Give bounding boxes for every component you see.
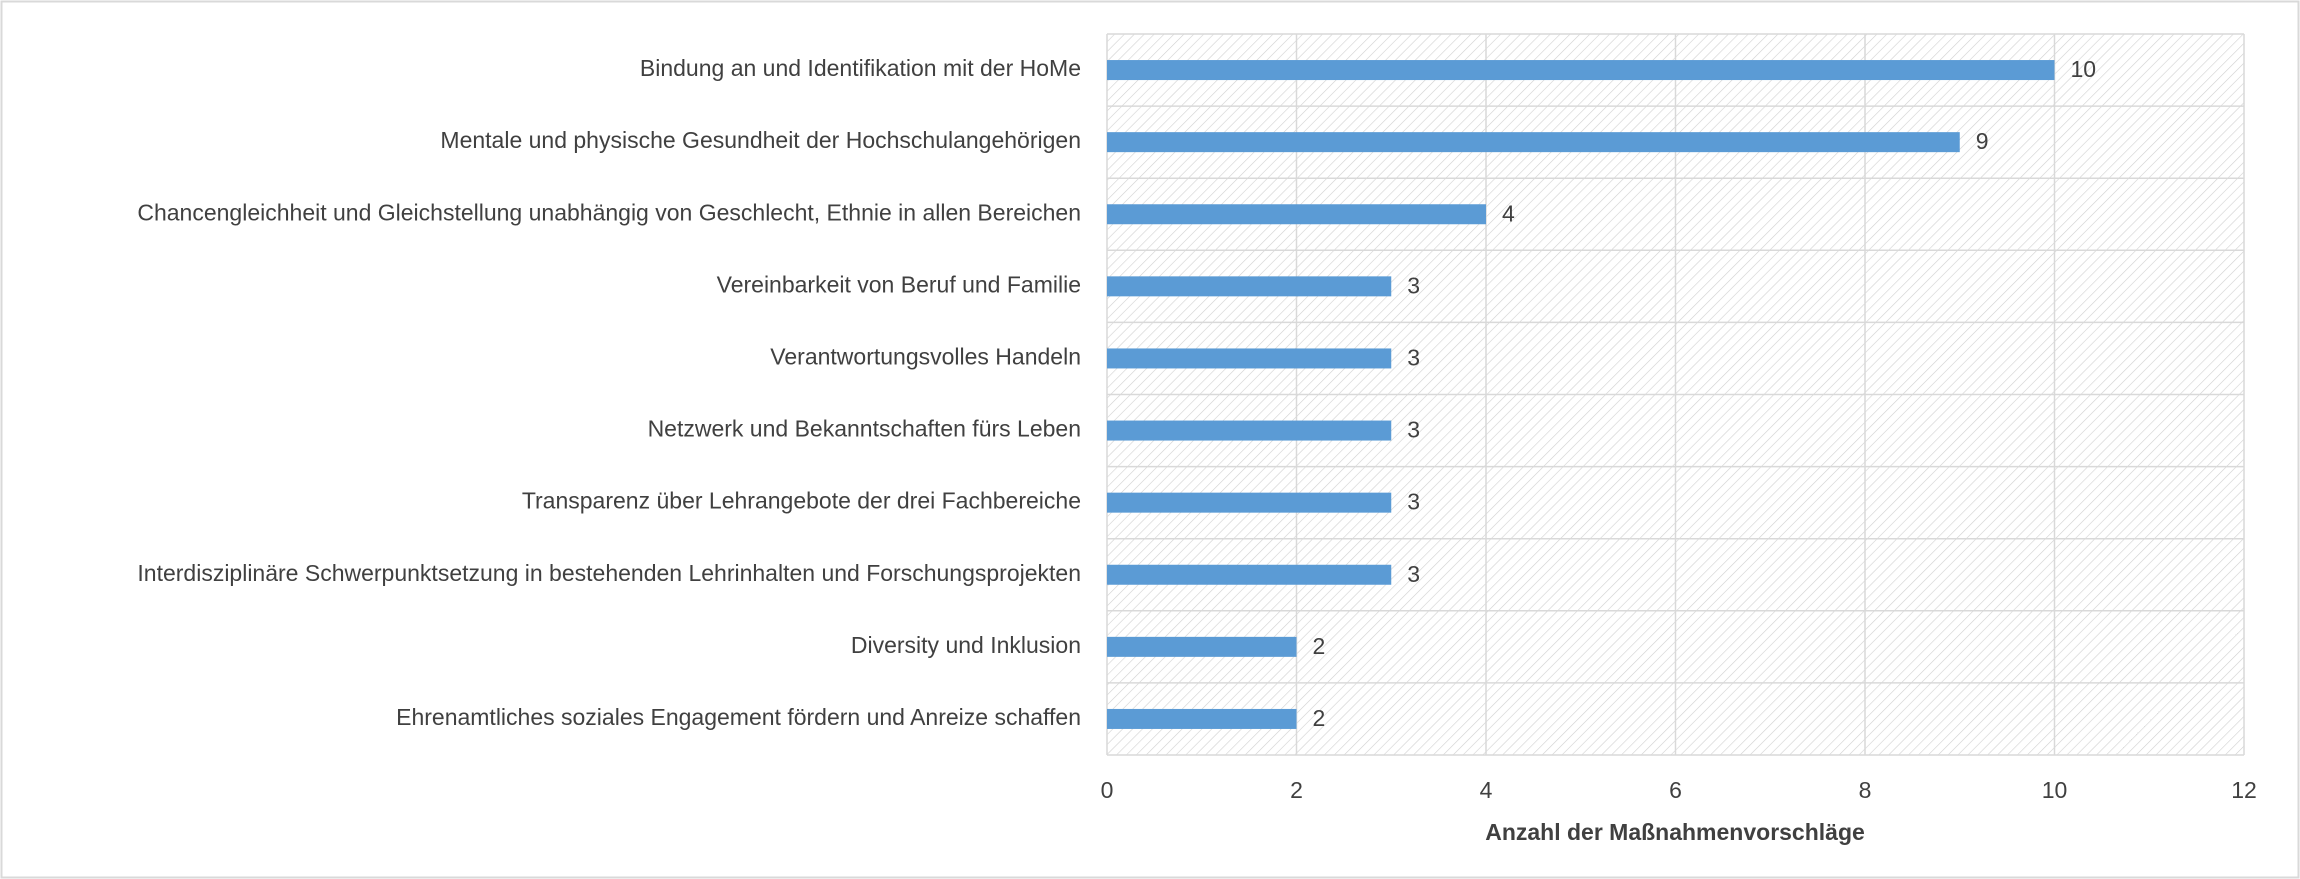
y-tick-label: Verantwortungsvolles Handeln [770,344,1081,370]
bar [1107,348,1392,369]
x-tick-label: 0 [1101,777,1114,803]
data-label: 2 [1313,705,1326,731]
data-label: 3 [1407,345,1420,371]
y-tick-label: Mentale und physische Gesundheit der Hoc… [440,127,1081,153]
x-axis-title: Anzahl der Maßnahmenvorschläge [1485,819,1865,845]
bar [1107,564,1392,585]
y-tick-label: Ehrenamtliches soziales Engagement förde… [396,704,1081,730]
y-tick-label: Chancengleichheit und Gleichstellung una… [137,199,1081,225]
bar [1107,420,1392,441]
data-label: 3 [1407,489,1420,515]
data-label: 9 [1976,128,1989,154]
data-label: 3 [1407,272,1420,298]
bar [1107,204,1486,225]
x-tick-label: 8 [1859,777,1872,803]
data-label: 4 [1502,200,1515,226]
bar [1107,132,1960,153]
y-tick-label: Netzwerk und Bekanntschaften fürs Leben [648,416,1081,442]
x-tick-label: 2 [1290,777,1303,803]
bar [1107,708,1297,729]
y-tick-label: Vereinbarkeit von Beruf und Familie [717,271,1081,297]
bar [1107,492,1392,513]
data-label: 3 [1407,417,1420,443]
y-tick-label: Diversity und Inklusion [851,632,1081,658]
x-tick-label: 10 [2042,777,2068,803]
y-tick-label: Bindung an und Identifikation mit der Ho… [640,55,1081,81]
x-tick-label: 4 [1480,777,1493,803]
y-tick-label: Transparenz über Lehrangebote der drei F… [522,488,1081,514]
data-label: 3 [1407,561,1420,587]
x-tick-label: 12 [2231,777,2257,803]
bar [1107,276,1392,297]
data-label: 10 [2071,56,2097,82]
bar [1107,60,2055,81]
data-label: 2 [1313,633,1326,659]
y-tick-label: Interdisziplinäre Schwerpunktsetzung in … [137,560,1081,586]
x-tick-label: 6 [1669,777,1682,803]
bar [1107,636,1297,657]
